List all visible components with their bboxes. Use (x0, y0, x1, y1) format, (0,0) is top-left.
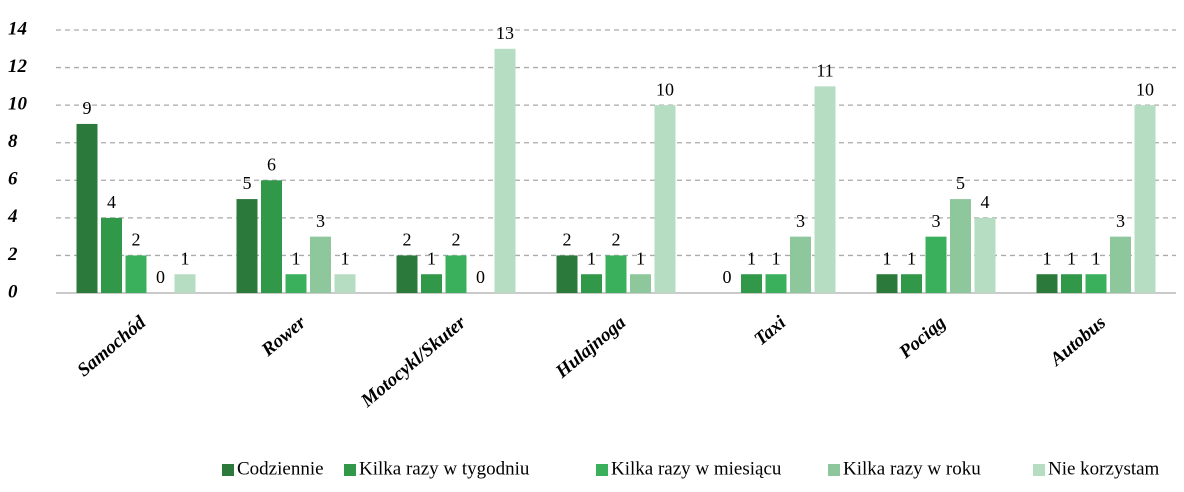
bar (876, 274, 898, 293)
value-label: 3 (932, 211, 941, 231)
bar (974, 217, 996, 293)
bar (1110, 236, 1131, 293)
bar (630, 274, 651, 293)
bar (125, 255, 147, 293)
value-label: 1 (292, 248, 301, 268)
bar (310, 236, 331, 293)
legend-label: Kilka razy w miesiącu (611, 458, 782, 479)
bar (236, 199, 258, 293)
value-label: 0 (476, 267, 485, 287)
bar (334, 274, 356, 293)
legend-swatch (596, 464, 608, 476)
value-label: 6 (267, 154, 276, 174)
value-label: 5 (243, 173, 252, 193)
y-tick-label: 14 (8, 18, 27, 39)
value-label: 1 (587, 248, 596, 268)
value-label: 4 (981, 192, 990, 212)
legend-swatch (222, 464, 234, 476)
x-tick-label: Pociąg (895, 312, 950, 363)
value-label: 3 (1116, 211, 1125, 231)
value-label: 0 (156, 267, 165, 287)
y-tick-label: 2 (7, 244, 18, 265)
y-tick-label: 6 (8, 169, 18, 190)
value-label: 2 (563, 230, 572, 250)
value-label: 4 (107, 192, 116, 212)
x-tick-label: Autobus (1046, 312, 1110, 371)
bar (76, 123, 98, 293)
bar (1134, 105, 1156, 294)
legend-swatch (344, 464, 356, 476)
value-label: 1 (427, 248, 436, 268)
value-label: 1 (341, 248, 350, 268)
legend-swatch (1033, 464, 1045, 476)
bar (605, 255, 627, 293)
bar (950, 199, 971, 293)
legend-swatch (828, 464, 840, 476)
value-label: 3 (316, 211, 325, 231)
bar (901, 274, 922, 293)
value-label: 1 (181, 248, 190, 268)
legend-label: Kilka razy w roku (843, 458, 981, 479)
bar (421, 274, 442, 293)
bar (765, 274, 787, 293)
y-tick-label: 10 (8, 94, 28, 115)
value-label: 3 (796, 211, 805, 231)
y-tick-label: 0 (8, 281, 18, 302)
bar (1061, 274, 1082, 293)
bar (581, 274, 602, 293)
value-label: 1 (636, 248, 645, 268)
bar (396, 255, 418, 293)
value-label: 9 (83, 98, 92, 118)
value-label: 1 (747, 248, 756, 268)
value-label: 11 (816, 60, 833, 80)
bar (1085, 274, 1107, 293)
x-tick-label: Taxi (750, 312, 790, 350)
value-label: 2 (612, 230, 621, 250)
value-label: 1 (1067, 248, 1076, 268)
bar (741, 274, 762, 293)
value-label: 1 (907, 248, 916, 268)
bar (261, 180, 282, 293)
bar (285, 274, 307, 293)
bar (556, 255, 578, 293)
value-label: 2 (403, 230, 412, 250)
value-label: 0 (723, 267, 732, 287)
legend-label: Nie korzystam (1048, 458, 1160, 479)
value-label: 2 (132, 230, 141, 250)
x-tick-label: Samochód (73, 312, 150, 381)
value-label: 10 (1136, 79, 1154, 99)
bar (814, 86, 836, 293)
value-label: 13 (496, 23, 514, 43)
x-tick-label: Hulajnoga (551, 312, 630, 383)
y-tick-label: 4 (7, 206, 18, 227)
bar (101, 217, 122, 293)
bar (790, 236, 811, 293)
bar (494, 48, 516, 294)
legend-label: Codziennie (237, 458, 324, 479)
bar (445, 255, 467, 293)
value-label: 1 (1092, 248, 1101, 268)
legend-label: Kilka razy w tygodniu (359, 458, 530, 479)
bar (1036, 274, 1058, 293)
bar (174, 274, 196, 293)
value-label: 1 (1043, 248, 1052, 268)
value-label: 2 (452, 230, 461, 250)
value-label: 10 (656, 79, 674, 99)
bar (654, 105, 676, 294)
value-label: 1 (772, 248, 781, 268)
y-tick-label: 12 (8, 56, 28, 77)
x-tick-label: Motocykl/Skuter (356, 312, 470, 413)
value-label: 1 (883, 248, 892, 268)
x-tick-label: Rower (257, 312, 311, 362)
y-tick-label: 8 (8, 131, 18, 152)
bar (925, 236, 947, 293)
value-label: 5 (956, 173, 965, 193)
